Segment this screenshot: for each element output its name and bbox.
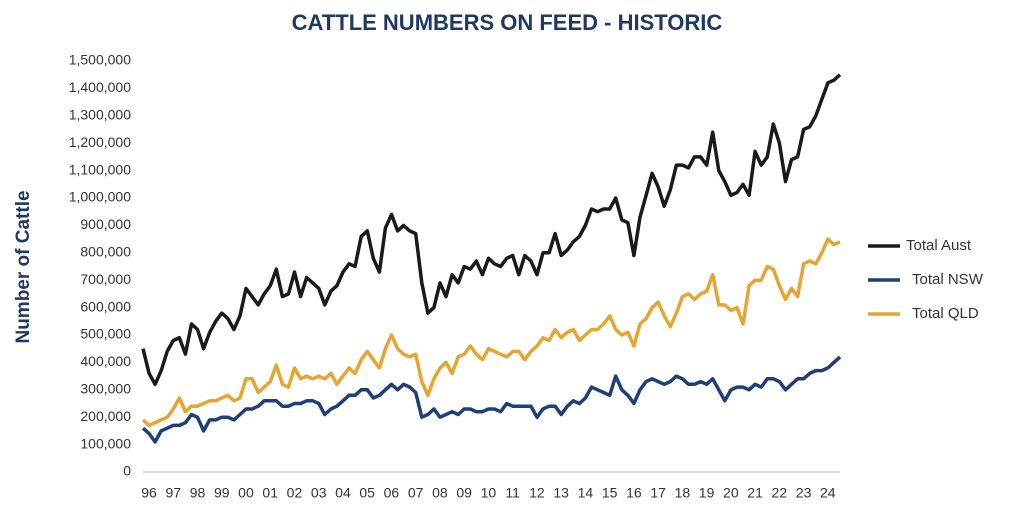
y-tick-label: 200,000 xyxy=(80,408,131,424)
y-tick-label: 800,000 xyxy=(80,244,131,260)
y-tick-label: 900,000 xyxy=(80,216,131,232)
legend-label: Total QLD xyxy=(912,305,979,322)
x-tick-label: 13 xyxy=(553,485,569,501)
x-tick-label: 10 xyxy=(481,485,497,501)
chart-title: CATTLE NUMBERS ON FEED - HISTORIC xyxy=(292,10,723,35)
x-tick-label: 06 xyxy=(384,485,400,501)
y-tick-label: 700,000 xyxy=(80,271,131,287)
x-tick-label: 17 xyxy=(650,485,666,501)
x-tick-label: 19 xyxy=(699,485,715,501)
x-tick-label: 96 xyxy=(141,485,157,501)
x-tick-label: 07 xyxy=(408,485,424,501)
y-tick-label: 600,000 xyxy=(80,298,131,314)
x-tick-label: 11 xyxy=(505,485,520,501)
series-line xyxy=(141,73,842,387)
x-tick-label: 02 xyxy=(287,485,303,501)
x-tick-label: 24 xyxy=(820,485,836,501)
y-tick-label: 100,000 xyxy=(80,435,131,451)
y-tick-label: 0 xyxy=(123,463,131,479)
x-tick-label: 09 xyxy=(456,485,472,501)
y-tick-label: 1,500,000 xyxy=(69,52,131,68)
x-tick-label: 22 xyxy=(772,485,788,501)
series-line xyxy=(141,355,842,444)
y-tick-label: 1,400,000 xyxy=(69,79,131,95)
x-tick-label: 15 xyxy=(602,485,618,501)
x-tick-label: 97 xyxy=(165,485,181,501)
x-tick-label: 01 xyxy=(262,485,278,501)
y-tick-label: 500,000 xyxy=(80,326,131,342)
x-tick-label: 99 xyxy=(214,485,230,501)
y-axis-label: Number of Cattle xyxy=(13,190,34,343)
x-tick-label: 14 xyxy=(578,485,594,501)
x-tick-label: 21 xyxy=(747,485,763,501)
x-tick-label: 05 xyxy=(359,485,375,501)
x-tick-label: 16 xyxy=(626,485,642,501)
y-tick-label: 1,100,000 xyxy=(69,161,131,177)
x-tick-label: 04 xyxy=(335,485,351,501)
y-tick-label: 400,000 xyxy=(80,353,131,369)
x-tick-label: 23 xyxy=(796,485,812,501)
x-tick-label: 08 xyxy=(432,485,448,501)
y-tick-label: 1,000,000 xyxy=(69,189,131,205)
x-tick-label: 12 xyxy=(529,485,545,501)
legend-label: Total Aust xyxy=(906,237,972,254)
y-tick-label: 1,200,000 xyxy=(69,134,131,150)
x-tick-label: 20 xyxy=(723,485,739,501)
series-line xyxy=(141,237,841,428)
x-tick-label: 03 xyxy=(311,485,327,501)
x-tick-label: 18 xyxy=(675,485,691,501)
legend-label: Total NSW xyxy=(912,271,984,288)
y-tick-label: 1,300,000 xyxy=(69,107,131,123)
x-tick-label: 00 xyxy=(238,485,254,501)
y-tick-label: 300,000 xyxy=(80,381,131,397)
x-tick-label: 98 xyxy=(190,485,206,501)
